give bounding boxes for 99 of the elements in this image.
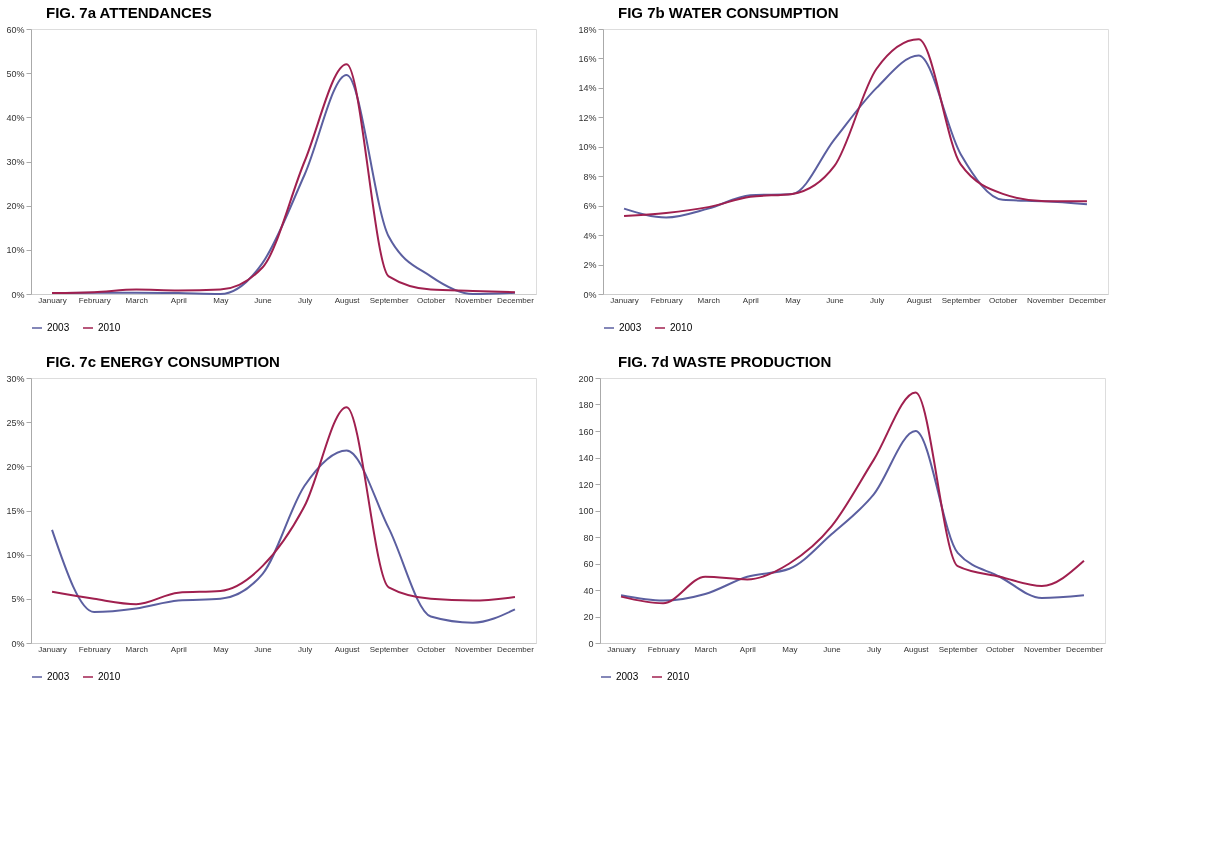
x-tick-label: October xyxy=(986,644,1015,654)
y-tick-label: 20 xyxy=(583,612,594,622)
y-tick-label: 0 xyxy=(588,638,594,649)
x-tick-label: April xyxy=(170,644,188,654)
y-tick-label: 4% xyxy=(583,230,597,241)
y-tick-label: 10% xyxy=(6,245,25,256)
y-tick-label: 16% xyxy=(578,53,597,64)
line-series xyxy=(51,406,516,606)
x-tick-label: March xyxy=(125,295,148,305)
x-tick-label: November xyxy=(1026,295,1065,305)
y-tick-label: 8% xyxy=(583,171,597,182)
y-tick-label: 160 xyxy=(578,426,594,437)
x-tick-label: June xyxy=(254,644,273,654)
y-tick-label: 25% xyxy=(6,417,25,428)
x-tick-label: December xyxy=(1066,644,1104,654)
y-tick-label: 0% xyxy=(583,289,597,300)
y-tick-label: 50% xyxy=(6,68,25,79)
x-tick-label: June xyxy=(254,295,273,305)
x-tick-label: June xyxy=(826,295,845,305)
x-tick-label: January xyxy=(38,295,67,305)
x-tick-label: January xyxy=(38,644,67,654)
legend-label: 2010 xyxy=(670,322,693,333)
x-tick-label: September xyxy=(369,644,410,654)
x-tick-label: November xyxy=(454,644,493,654)
y-tick-label: 10% xyxy=(6,550,25,561)
x-tick-label: May xyxy=(785,295,801,305)
x-tick-label: January xyxy=(610,295,639,305)
y-tick-label: 60 xyxy=(583,559,594,569)
y-tick-label: 20% xyxy=(6,201,25,212)
x-tick-label: March xyxy=(694,644,717,654)
chart-title: FIG. 7a ATTENDANCES xyxy=(45,4,212,21)
x-tick-label: April xyxy=(739,644,757,654)
x-tick-label: September xyxy=(369,295,410,305)
x-tick-label: July xyxy=(869,295,885,305)
y-tick-label: 40% xyxy=(6,112,25,123)
line-series xyxy=(620,391,1085,605)
y-tick-label: 100 xyxy=(578,506,594,516)
x-tick-label: October xyxy=(417,295,446,305)
y-tick-label: 5% xyxy=(11,594,25,605)
x-tick-label: July xyxy=(297,644,313,654)
chart-title: FIG 7b WATER CONSUMPTION xyxy=(617,4,839,21)
x-tick-label: May xyxy=(782,644,798,654)
y-tick-label: 80 xyxy=(583,532,594,543)
y-tick-label: 18% xyxy=(578,24,597,35)
x-tick-label: July xyxy=(866,644,882,654)
x-tick-label: August xyxy=(334,295,361,305)
chart-title: FIG. 7c ENERGY CONSUMPTION xyxy=(45,353,280,370)
legend-label: 2010 xyxy=(98,322,121,333)
line-series xyxy=(51,449,516,624)
x-tick-label: September xyxy=(941,295,982,305)
y-tick-label: 0% xyxy=(11,638,25,649)
line-series xyxy=(620,430,1085,602)
y-tick-label: 40 xyxy=(583,585,594,596)
y-tick-label: 15% xyxy=(6,506,25,516)
x-tick-label: December xyxy=(497,295,535,305)
x-tick-label: October xyxy=(989,295,1018,305)
x-tick-label: May xyxy=(213,295,229,305)
y-tick-label: 30% xyxy=(6,373,25,384)
x-tick-label: November xyxy=(454,295,493,305)
x-tick-label: February xyxy=(647,644,680,654)
x-tick-label: May xyxy=(213,644,229,654)
x-tick-label: November xyxy=(1023,644,1062,654)
x-tick-label: April xyxy=(170,295,188,305)
y-tick-label: 140 xyxy=(578,453,594,463)
x-tick-label: March xyxy=(125,644,148,654)
x-tick-label: April xyxy=(742,295,760,305)
legend-label: 2010 xyxy=(98,671,121,682)
y-tick-label: 2% xyxy=(583,260,597,271)
y-tick-label: 10% xyxy=(578,142,597,153)
y-tick-label: 20% xyxy=(6,461,25,472)
x-tick-label: December xyxy=(1069,295,1107,305)
legend-label: 2010 xyxy=(667,671,690,682)
x-tick-label: February xyxy=(78,295,111,305)
x-tick-label: August xyxy=(334,644,361,654)
x-tick-label: February xyxy=(650,295,683,305)
x-tick-label: January xyxy=(607,644,636,654)
y-tick-label: 0% xyxy=(11,289,25,300)
x-tick-label: December xyxy=(497,644,535,654)
x-tick-label: February xyxy=(78,644,111,654)
y-tick-label: 180 xyxy=(578,400,594,410)
legend-label: 2003 xyxy=(616,671,639,682)
x-tick-label: September xyxy=(938,644,979,654)
y-tick-label: 30% xyxy=(6,157,25,167)
x-tick-label: August xyxy=(906,295,933,305)
chart-title: FIG. 7d WASTE PRODUCTION xyxy=(617,353,832,370)
x-tick-label: October xyxy=(417,644,446,654)
x-tick-label: July xyxy=(297,295,313,305)
x-tick-label: June xyxy=(823,644,842,654)
legend-label: 2003 xyxy=(47,322,70,333)
y-tick-label: 60% xyxy=(6,24,25,35)
y-tick-label: 200 xyxy=(578,373,594,384)
y-tick-label: 6% xyxy=(583,201,597,212)
legend-label: 2003 xyxy=(619,322,642,333)
y-tick-label: 120 xyxy=(578,479,594,490)
x-tick-label: March xyxy=(697,295,720,305)
y-tick-label: 14% xyxy=(578,83,597,94)
x-tick-label: August xyxy=(903,644,930,654)
legend-label: 2003 xyxy=(47,671,70,682)
y-tick-label: 12% xyxy=(578,112,597,123)
